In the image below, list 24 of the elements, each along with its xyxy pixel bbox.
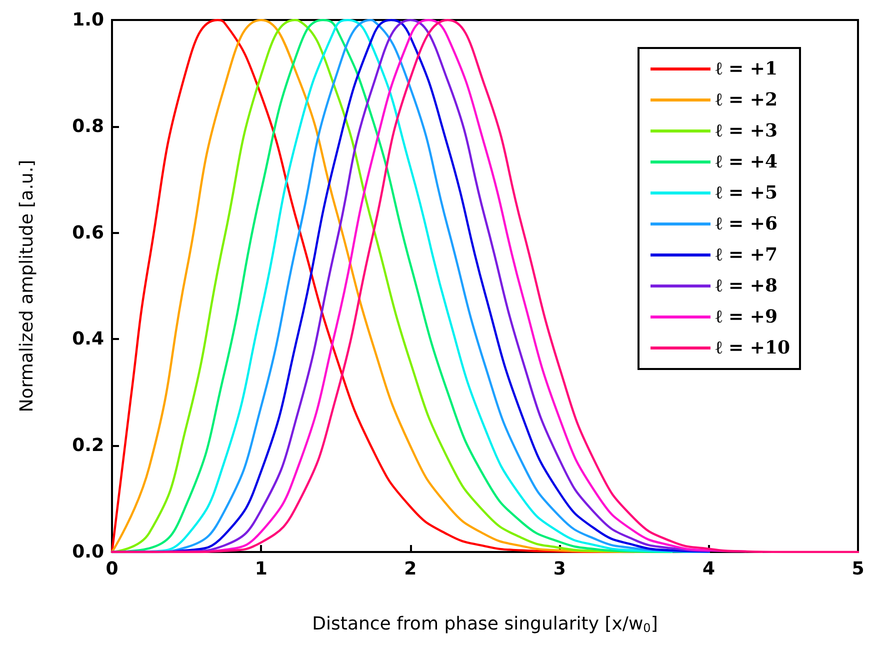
legend-label: ℓ = +8	[716, 276, 778, 296]
legend-label: ℓ = +7	[716, 244, 778, 266]
x-tick-label: 5	[852, 558, 864, 580]
legend-label: ℓ = +5	[716, 182, 778, 204]
y-tick-label: 0.8	[72, 116, 104, 137]
x-tick-label: 4	[702, 558, 716, 580]
legend-label: ℓ = +4	[716, 152, 778, 172]
y-axis-title: Normalized amplitude [a.u.]	[16, 160, 38, 412]
legend-label: ℓ = +3	[716, 120, 778, 142]
legend-label: ℓ = +9	[716, 306, 778, 328]
x-tick-label: 0	[106, 558, 118, 580]
x-axis-title: Distance from phase singularity [x/w0]	[312, 614, 658, 635]
y-tick-label: 0.6	[72, 222, 104, 244]
x-tick-label: 2	[404, 558, 417, 580]
y-tick-label: 0.4	[72, 328, 104, 350]
y-tick-label: 1.0	[72, 10, 104, 30]
legend-label: ℓ = +1	[716, 58, 778, 80]
x-tick-label: 3	[553, 558, 566, 580]
legend-label: ℓ = +2	[716, 90, 778, 110]
legend-label: ℓ = +10	[716, 338, 790, 358]
y-tick-label: 0.2	[72, 435, 104, 456]
y-tick-label: 0.0	[72, 542, 104, 562]
legend-label: ℓ = +6	[716, 214, 778, 234]
x-tick-label: 1	[254, 558, 268, 580]
